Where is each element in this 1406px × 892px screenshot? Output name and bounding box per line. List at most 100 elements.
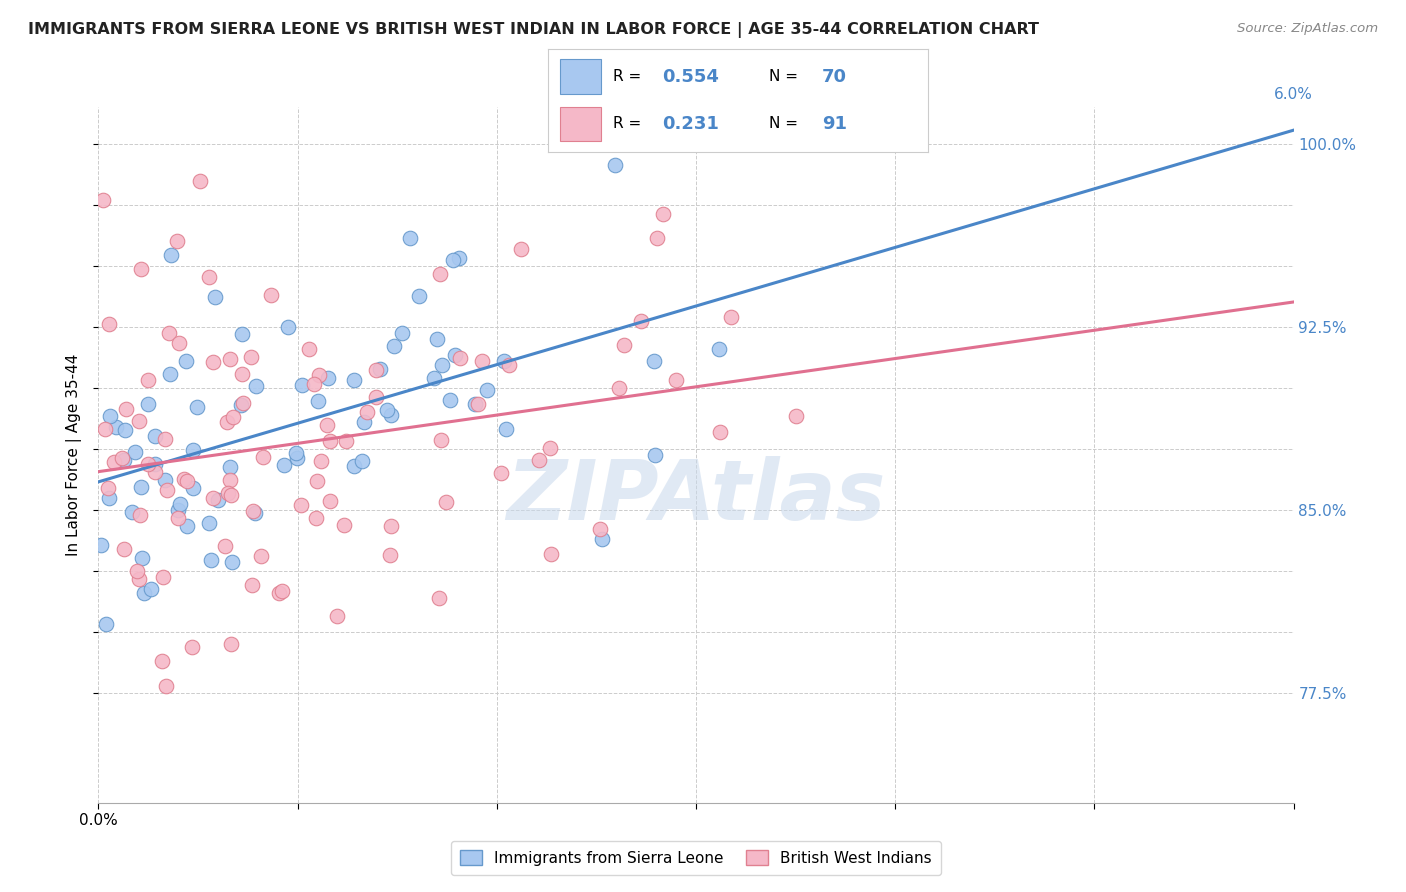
Point <box>477 383 499 397</box>
Point <box>343 373 366 387</box>
Legend: Immigrants from Sierra Leone, British West Indians: Immigrants from Sierra Leone, British We… <box>451 841 941 875</box>
Point <box>439 392 461 407</box>
Point <box>643 354 665 368</box>
Point <box>430 358 453 372</box>
Point <box>382 339 405 353</box>
Text: 70: 70 <box>821 68 846 86</box>
Point <box>665 374 688 388</box>
Point <box>219 488 242 502</box>
Point <box>166 234 188 248</box>
Point <box>128 414 150 428</box>
Point <box>291 378 314 392</box>
Point <box>366 363 388 377</box>
Point <box>112 542 135 557</box>
Text: 0.554: 0.554 <box>662 68 718 86</box>
Point <box>115 401 138 416</box>
Text: ZIPAtlas: ZIPAtlas <box>506 456 886 537</box>
Point <box>243 506 266 520</box>
Point <box>219 637 242 651</box>
Point <box>245 379 267 393</box>
Point <box>399 230 422 244</box>
Point <box>156 483 179 497</box>
Point <box>651 207 673 221</box>
Point <box>426 332 449 346</box>
Point <box>176 519 198 533</box>
Point <box>136 396 159 410</box>
Point <box>110 450 132 465</box>
Text: R =: R = <box>613 117 645 131</box>
Point <box>368 362 391 376</box>
Point <box>90 538 112 552</box>
Point <box>709 425 731 440</box>
Point <box>97 481 120 495</box>
Point <box>430 433 453 447</box>
Point <box>316 418 339 433</box>
Point <box>441 252 464 267</box>
Point <box>290 498 312 512</box>
Bar <box>560 59 602 95</box>
Point <box>308 368 330 383</box>
Point <box>375 403 398 417</box>
Point <box>391 326 413 340</box>
Point <box>645 230 668 244</box>
Point <box>124 445 146 459</box>
Point <box>298 342 321 356</box>
Point <box>136 373 159 387</box>
Point <box>129 262 152 277</box>
Point <box>98 317 121 331</box>
Point <box>150 654 173 668</box>
Point <box>319 434 342 448</box>
Text: Source: ZipAtlas.com: Source: ZipAtlas.com <box>1237 22 1378 36</box>
Point <box>285 450 308 465</box>
Point <box>121 505 143 519</box>
Point <box>231 398 253 412</box>
Point <box>352 454 374 468</box>
Point <box>380 408 402 422</box>
Point <box>138 457 160 471</box>
Point <box>309 454 332 468</box>
Point <box>510 243 533 257</box>
Point <box>423 371 446 385</box>
Point <box>139 582 162 596</box>
Point <box>167 511 190 525</box>
Point <box>167 503 190 517</box>
Point <box>305 474 328 488</box>
Point <box>267 586 290 600</box>
Point <box>471 353 494 368</box>
Point <box>644 449 666 463</box>
Point <box>707 343 730 357</box>
Point <box>232 396 254 410</box>
Point <box>112 453 135 467</box>
Point <box>249 549 271 564</box>
Point <box>231 326 253 341</box>
Point <box>239 350 262 364</box>
Point <box>591 533 613 547</box>
Point <box>332 518 354 533</box>
Point <box>447 251 470 265</box>
Point <box>127 564 149 578</box>
Point <box>173 472 195 486</box>
Point <box>449 351 471 365</box>
Point <box>380 519 402 533</box>
Point <box>305 511 328 525</box>
Point <box>204 290 226 304</box>
Text: N =: N = <box>769 117 803 131</box>
Point <box>444 348 467 362</box>
Point <box>186 400 208 414</box>
Point <box>176 475 198 489</box>
Point <box>260 287 283 301</box>
Point <box>277 319 299 334</box>
Point <box>167 336 190 351</box>
Point <box>219 460 242 475</box>
Point <box>434 494 457 508</box>
Point <box>366 390 388 404</box>
Point <box>94 616 117 631</box>
Point <box>242 504 264 518</box>
Point <box>181 442 204 457</box>
Point <box>613 338 636 352</box>
Point <box>603 158 626 172</box>
Point <box>284 445 307 459</box>
Point <box>589 522 612 536</box>
Point <box>201 354 224 368</box>
Point <box>200 553 222 567</box>
